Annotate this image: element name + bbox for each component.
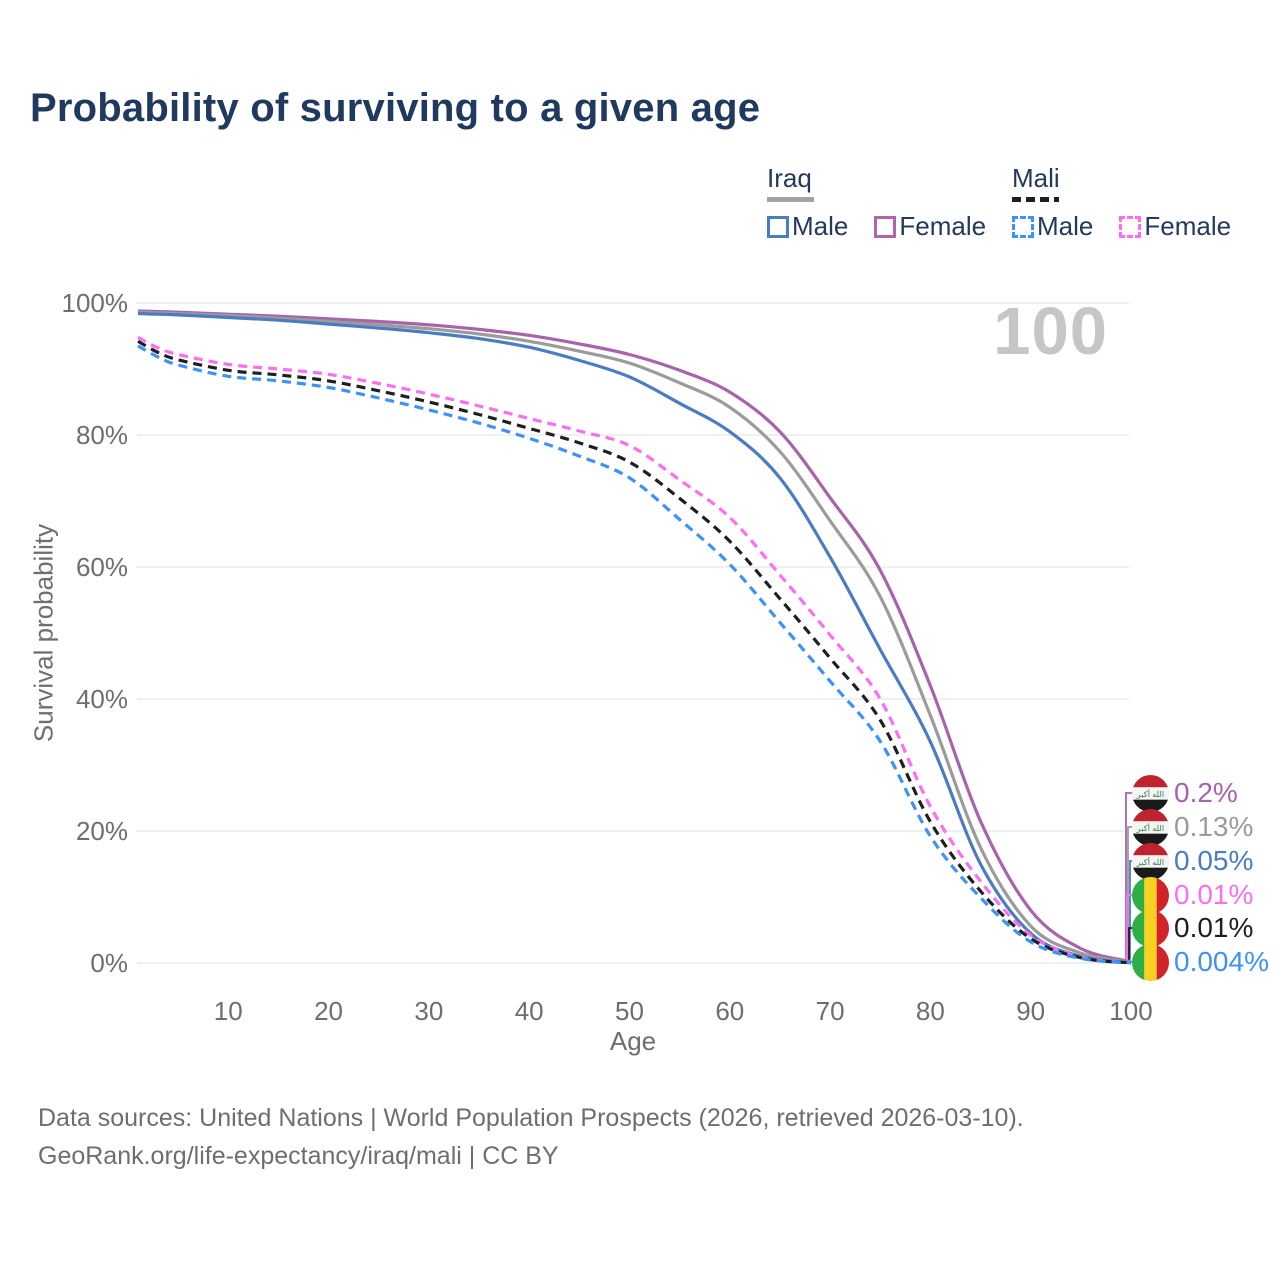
legend-label-iraq-male: Male <box>792 211 849 241</box>
x-tick-50: 50 <box>615 996 644 1026</box>
svg-text:الله أكبر: الله أكبر <box>1136 822 1164 833</box>
mali-male-swatch-icon <box>1012 215 1034 238</box>
mali-flag-icon <box>1132 876 1169 914</box>
y-tick-20%: 20% <box>75 816 128 846</box>
legend-item-mali-male[interactable]: Male <box>1012 211 1093 242</box>
y-tick-60%: 60% <box>75 552 128 582</box>
mali-flag-icon <box>1132 943 1169 981</box>
legend-group-mali: Mali Male Female <box>1012 163 1231 242</box>
end-label-connector-iraq-both <box>1127 826 1133 960</box>
y-tick-80%: 80% <box>75 420 128 450</box>
svg-text:الله أكبر: الله أكبر <box>1136 856 1164 867</box>
y-axis-title: Survival probability <box>28 523 59 743</box>
legend-item-iraq-male[interactable]: Male <box>767 211 848 242</box>
end-label-mali-male: 0.004% <box>1132 943 1269 981</box>
iraq-solid-line-sample <box>767 197 814 202</box>
x-tick-40: 40 <box>514 996 544 1026</box>
end-value-iraq-both: 0.13% <box>1174 811 1254 842</box>
end-value-iraq-male: 0.05% <box>1174 845 1254 876</box>
iraq-flag-icon: الله أكبر <box>1132 808 1169 846</box>
footer-data-sources: Data sources: United Nations | World Pop… <box>38 1104 1024 1132</box>
legend-country-mali: Mali <box>1012 163 1060 193</box>
end-value-iraq-female: 0.2% <box>1174 777 1238 808</box>
y-tick-0%: 0% <box>90 948 128 978</box>
end-label-mali-female: 0.01% <box>1132 876 1253 914</box>
series-curve-iraq-female[interactable] <box>137 309 1132 964</box>
footer-attribution: GeoRank.org/life-expectancy/iraq/mali | … <box>38 1142 559 1170</box>
x-tick-100: 100 <box>1109 996 1153 1026</box>
legend-item-mali-female[interactable]: Female <box>1119 211 1231 242</box>
end-label-iraq-male: الله أكبر 0.05% <box>1132 842 1253 880</box>
legend-label-mali-female: Female <box>1144 211 1232 241</box>
mali-dashed-line-sample <box>1012 197 1059 202</box>
legend-country-iraq: Iraq <box>767 163 812 193</box>
x-tick-80: 80 <box>915 996 945 1026</box>
y-tick-40%: 40% <box>75 684 128 714</box>
y-tick-100%: 100% <box>61 288 129 318</box>
series-curve-iraq-male[interactable] <box>137 311 1132 965</box>
end-value-mali-female: 0.01% <box>1174 879 1254 910</box>
iraq-female-swatch-icon <box>874 215 897 238</box>
end-label-mali-both: 0.01% <box>1132 909 1253 947</box>
x-axis-title: Age <box>609 1026 657 1056</box>
x-tick-30: 30 <box>414 996 444 1026</box>
svg-text:الله أكبر: الله أكبر <box>1136 788 1164 799</box>
end-label-connector-iraq-female <box>1125 792 1133 959</box>
end-value-mali-both: 0.01% <box>1174 912 1254 943</box>
series-curve-iraq-both[interactable] <box>137 310 1132 964</box>
iraq-male-swatch-icon <box>767 215 789 238</box>
x-tick-70: 70 <box>815 996 845 1026</box>
legend-label-iraq-female: Female <box>899 211 987 241</box>
series-curve-mali-male[interactable] <box>137 344 1132 965</box>
x-tick-60: 60 <box>715 996 745 1026</box>
end-label-connector-mali-female <box>1126 894 1133 960</box>
end-value-mali-male: 0.004% <box>1174 946 1269 977</box>
page-title: Probability of surviving to a given age <box>30 86 761 130</box>
end-label-iraq-female: الله أكبر 0.2% <box>1132 774 1238 812</box>
iraq-flag-icon: الله أكبر <box>1132 842 1169 880</box>
age-counter-watermark: 100 <box>993 294 1108 369</box>
x-tick-20: 20 <box>314 996 344 1026</box>
legend-group-iraq: Iraq Male Female <box>767 163 986 242</box>
iraq-flag-icon: الله أكبر <box>1132 774 1169 812</box>
end-label-iraq-both: الله أكبر 0.13% <box>1132 808 1253 846</box>
end-label-connector-mali-both <box>1128 927 1133 960</box>
legend-label-mali-male: Male <box>1037 211 1094 241</box>
mali-female-swatch-icon <box>1119 215 1142 238</box>
x-tick-10: 10 <box>213 996 243 1026</box>
x-tick-90: 90 <box>1016 996 1046 1026</box>
legend-item-iraq-female[interactable]: Female <box>874 211 986 242</box>
mali-flag-icon <box>1132 909 1169 947</box>
